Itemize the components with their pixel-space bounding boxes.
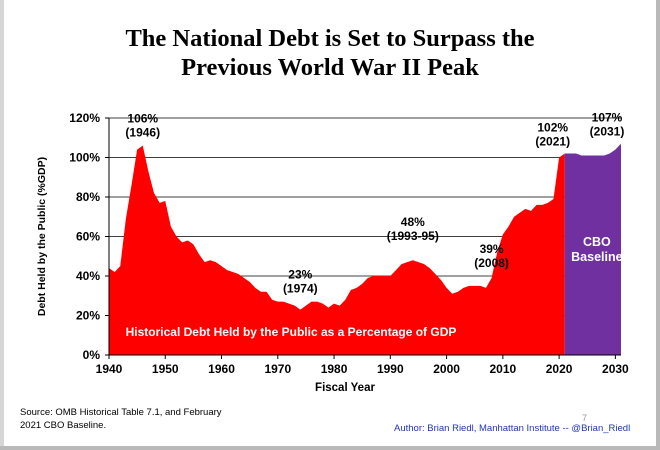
y-tick-label: 40%	[76, 269, 100, 283]
y-axis-title: Debt Held by the Public (%GDP)	[36, 157, 48, 316]
annotation-value: 107%	[592, 111, 623, 125]
annotation-year: (1993-95)	[387, 229, 439, 243]
chart-title-line-2: Previous World War II Peak	[181, 54, 479, 81]
x-tick-label: 1970	[264, 362, 291, 376]
annotation-value: 106%	[127, 112, 158, 126]
x-tick-label: 2010	[489, 362, 516, 376]
annotation-year: (1946)	[125, 126, 160, 140]
x-tick-label: 1960	[208, 362, 235, 376]
y-tick-label: 100%	[69, 151, 100, 165]
historical-area-label: Historical Debt Held by the Public as a …	[126, 325, 457, 339]
x-tick-label: 2000	[433, 362, 460, 376]
annotation-value: 39%	[480, 242, 504, 256]
annotation-year: (1974)	[283, 282, 318, 296]
annotation-value: 48%	[401, 215, 425, 229]
source-line-1: Source: OMB Historical Table 7.1, and Fe…	[20, 407, 222, 418]
source-note: Source: OMB Historical Table 7.1, and Fe…	[20, 406, 222, 432]
y-tick-label: 80%	[76, 190, 100, 204]
x-tick-label: 2030	[602, 362, 629, 376]
author-credit: Author: Brian Riedl, Manhattan Institute…	[394, 423, 631, 434]
cbo-baseline-area	[564, 143, 621, 355]
y-tick-label: 120%	[69, 111, 100, 125]
x-axis-title: Fiscal Year	[315, 382, 375, 394]
baseline-area-label: CBO	[583, 235, 611, 249]
y-tick-label: 20%	[76, 309, 100, 323]
page-number: 7	[582, 413, 588, 423]
annotation-value: 102%	[537, 121, 568, 135]
annotation-year: (2031)	[590, 125, 625, 139]
slide-left-edge	[0, 0, 4, 450]
x-tick-label: 1980	[321, 362, 348, 376]
baseline-area-label: Baseline	[571, 250, 622, 264]
chart-title-line-1: The National Debt is Set to Surpass the	[125, 25, 535, 52]
x-tick-label: 1950	[152, 362, 179, 376]
x-tick-label: 1940	[96, 362, 123, 376]
source-line-2: 2021 CBO Baseline.	[20, 420, 107, 431]
y-tick-label: 0%	[83, 348, 101, 362]
annotation-value: 23%	[288, 268, 312, 282]
annotation-year: (2021)	[535, 135, 570, 149]
x-tick-label: 1990	[377, 362, 404, 376]
y-tick-label: 60%	[76, 230, 100, 244]
historical-debt-area	[109, 145, 565, 355]
annotation-year: (2008)	[474, 256, 509, 270]
chart-title: The National Debt is Set to Surpass the …	[0, 24, 660, 82]
x-tick-label: 2020	[546, 362, 573, 376]
